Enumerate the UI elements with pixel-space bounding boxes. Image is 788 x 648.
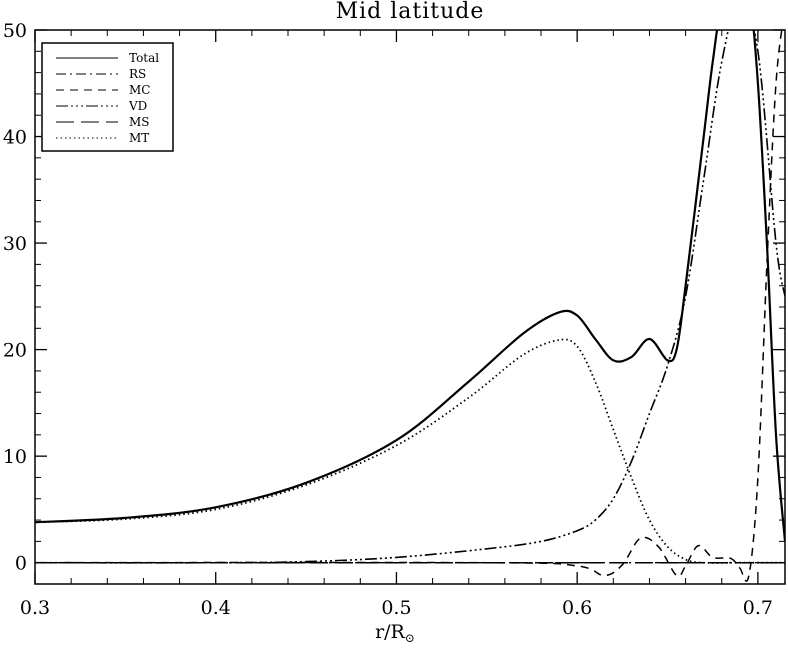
legend-label-mc: MC [129, 83, 150, 97]
x-tick-label: 0.6 [562, 597, 592, 619]
x-tick-label: 0.4 [201, 597, 231, 619]
y-tick-label: 10 [3, 446, 27, 468]
legend-label-vd: VD [128, 99, 147, 113]
y-tick-label: 0 [15, 553, 27, 575]
y-tick-label: 30 [3, 233, 27, 255]
x-tick-label: 0.5 [381, 597, 411, 619]
x-tick-label: 0.7 [743, 597, 773, 619]
legend-label-rs: RS [129, 67, 146, 81]
x-axis-label-main: r/R [375, 621, 405, 643]
y-tick-label: 50 [3, 20, 27, 42]
legend-label-ms: MS [129, 115, 150, 129]
legend-box [41, 42, 174, 152]
y-tick-label: 20 [3, 340, 27, 362]
series-line-mc [35, 30, 783, 582]
series-line-total [35, 30, 785, 542]
chart-title: Mid latitude [336, 0, 485, 24]
x-tick-label: 0.3 [20, 597, 50, 619]
x-axis-label: r/R⊙ [375, 621, 415, 645]
legend: Total RS MC VD MS MT [41, 42, 174, 152]
series-line-mt [35, 338, 785, 564]
legend-label-total: Total [129, 51, 159, 65]
series-line-vd [35, 30, 785, 564]
legend-label-mt: MT [129, 131, 149, 145]
y-tick-label: 40 [3, 127, 27, 149]
x-axis-label-sub: ⊙ [405, 631, 415, 645]
